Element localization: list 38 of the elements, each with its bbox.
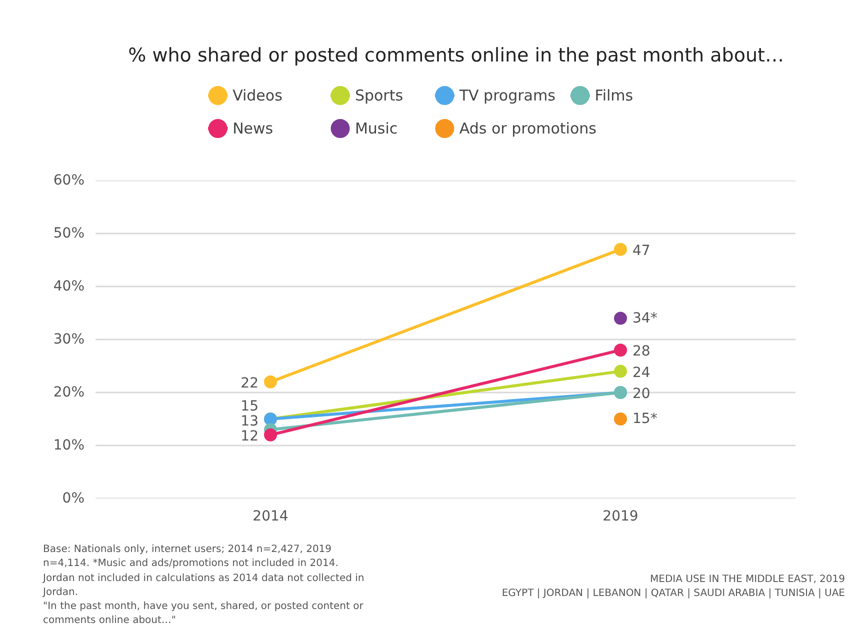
legend-label: News [232, 120, 274, 138]
legend-label: Videos [232, 86, 283, 104]
y-tick-label: 10% [53, 438, 85, 454]
y-tick-label: 20% [53, 384, 85, 400]
text: "In the past month, have you sent, shared, or posted content or comments online about…" [43, 601, 364, 626]
legend-label: TV programs [458, 86, 556, 104]
y-tick-label: 0% [62, 490, 85, 506]
point [264, 375, 277, 388]
legend-label: Sports [354, 86, 404, 104]
data-label: 13 [240, 413, 259, 430]
legend-label: Music [354, 120, 398, 138]
data-label: 20 [632, 386, 650, 402]
data-label: 24 [632, 364, 650, 381]
data-label: 34* [632, 310, 658, 326]
y-tick-label: 60% [53, 172, 85, 188]
data-label: 12 [240, 428, 259, 444]
data-label: 15 [240, 398, 259, 414]
point [614, 312, 627, 325]
data-label: 28 [632, 344, 650, 360]
chart-title: % who shared or posted comments online in the past month about… [128, 44, 784, 66]
data-label: 47 [632, 242, 650, 259]
y-tick-label: 40% [53, 278, 85, 294]
point [614, 242, 627, 256]
legend-label: Films [594, 86, 634, 104]
point [264, 428, 277, 442]
point [614, 412, 627, 426]
text: MEDIA USE IN THE MIDDLE EAST, 2019 [650, 574, 845, 585]
x-tick-label: 2014 [252, 508, 288, 524]
text: Base: Nationals only, internet users; 2014 n=2,427, 2019 n=4,114. *Music and ads/promotions not included in 2014. Jordan not included in calculations as 2014 data not collected in Jordan. [43, 544, 364, 598]
legend-label: Ads or promotions [459, 120, 597, 138]
data-label: 15* [632, 411, 658, 427]
y-tick-label: 30% [53, 332, 85, 348]
data-label: 22 [240, 375, 259, 392]
x-tick-label: 2019 [602, 508, 638, 524]
point [614, 344, 627, 357]
y-tick-label: 50% [53, 226, 85, 242]
point [614, 364, 627, 378]
text: EGYPT | JORDAN | LEBANON | QATAR | SAUDI ARABIA | TUNISIA | UAE [502, 588, 845, 600]
